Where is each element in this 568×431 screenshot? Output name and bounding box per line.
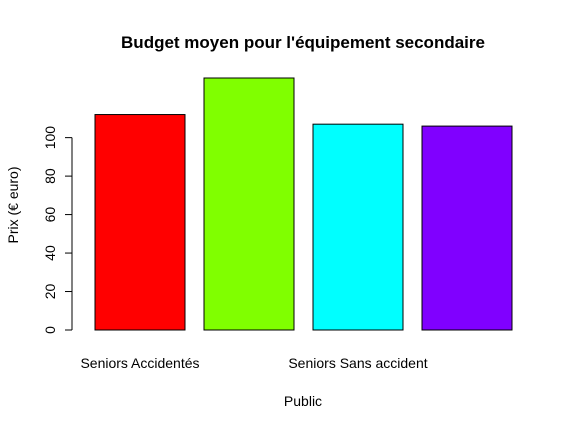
y-tick-label-80: 80 xyxy=(42,168,58,184)
bar-3 xyxy=(312,123,404,331)
y-tick-label-40: 40 xyxy=(42,245,58,261)
y-tick-label-0: 0 xyxy=(42,326,58,334)
bar-4 xyxy=(421,125,513,331)
y-tick-label-100: 100 xyxy=(42,126,58,150)
x-category-label-1: Seniors Accidentés xyxy=(80,355,199,371)
y-axis-label: Prix (€ euro) xyxy=(5,166,21,243)
y-tick-label-20: 20 xyxy=(42,284,58,300)
x-axis-labels: Seniors Accidentés Seniors Sans accident xyxy=(80,355,427,371)
y-axis: 0 20 40 60 80 100 xyxy=(42,126,73,334)
y-tick-label-60: 60 xyxy=(42,207,58,223)
x-axis-label: Public xyxy=(284,393,322,409)
bar-2 xyxy=(203,77,295,331)
x-category-label-3: Seniors Sans accident xyxy=(288,355,427,371)
bars-group xyxy=(94,77,513,331)
bar-1 xyxy=(94,114,186,331)
chart-title: Budget moyen pour l'équipement secondair… xyxy=(121,33,485,52)
